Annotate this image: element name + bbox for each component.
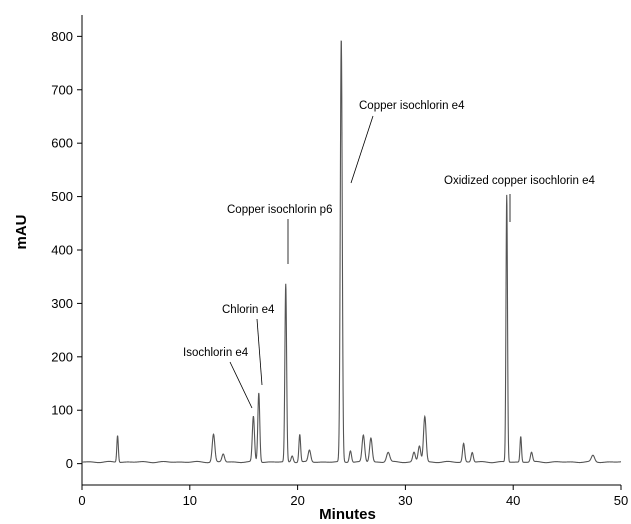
annotation-label: Oxidized copper isochlorin e4: [444, 175, 595, 187]
x-tick-label: 20: [290, 493, 304, 508]
y-axis: 0 100 200 300 400 500 600 700 800: [51, 15, 83, 485]
annotation-label: Copper isochlorin e4: [359, 100, 465, 112]
x-tick-label: 0: [78, 493, 85, 508]
x-axis: 0 10 20 30 40 50: [78, 484, 628, 508]
y-tick-label: 800: [51, 29, 73, 44]
plot-area: [82, 40, 622, 464]
annotation-leader: [350, 115, 374, 184]
trace-line: [82, 40, 622, 464]
x-tick-label: 30: [398, 493, 412, 508]
y-tick-label: 200: [51, 349, 73, 364]
x-tick-label: 50: [614, 493, 628, 508]
y-tick-label: 600: [51, 136, 73, 151]
x-tick-label: 40: [506, 493, 520, 508]
annotation-leader: [256, 318, 263, 386]
y-tick-label: 400: [51, 243, 73, 258]
y-tick-label: 0: [66, 456, 73, 471]
annotation-leader: [229, 361, 253, 409]
y-tick-label: 500: [51, 189, 73, 204]
y-axis-title: mAU: [13, 214, 30, 249]
y-tick-label: 100: [51, 403, 73, 418]
x-axis-title: Minutes: [319, 506, 376, 523]
annotation-label: Isochlorin e4: [183, 347, 249, 359]
y-tick-label: 700: [51, 82, 73, 97]
annotation-label: Copper isochlorin p6: [227, 204, 332, 216]
annotation-label: Chlorin e4: [222, 304, 275, 316]
x-tick-label: 10: [183, 493, 197, 508]
peak-annotations: Isochlorin e4 Chlorin e4 Copper isochlorin…: [183, 100, 595, 409]
y-tick-label: 300: [51, 296, 73, 311]
